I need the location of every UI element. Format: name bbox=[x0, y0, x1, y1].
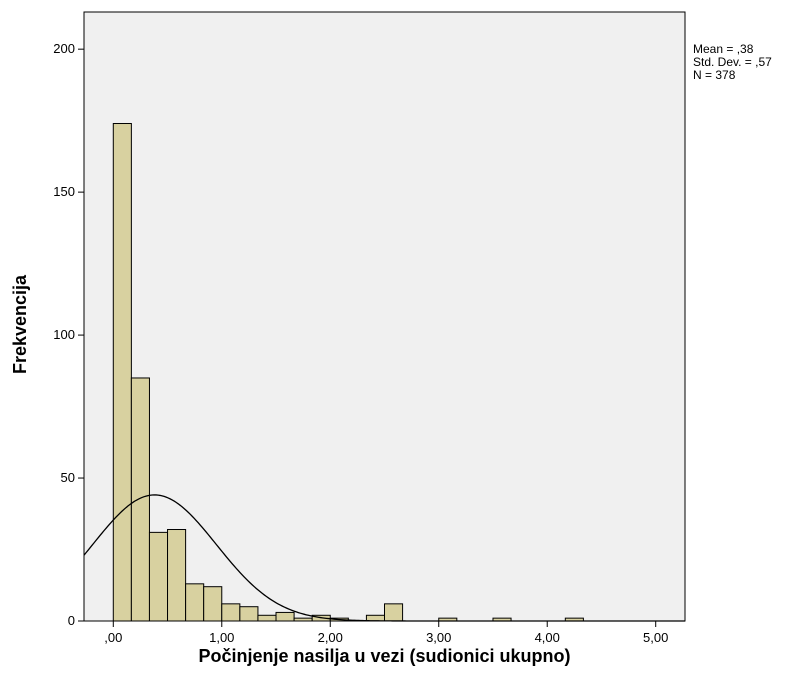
histogram-bar bbox=[185, 583, 205, 622]
y-axis: 0 50 100 150 200 bbox=[53, 41, 84, 628]
histogram-bar bbox=[275, 611, 295, 622]
y-tick-label: 200 bbox=[53, 41, 75, 56]
histogram-bar bbox=[112, 123, 132, 622]
stats-box: Mean = ,38 Std. Dev. = ,57 N = 378 bbox=[693, 43, 772, 82]
histogram-bar bbox=[257, 614, 277, 622]
histogram-bar bbox=[221, 603, 241, 622]
histogram-bar bbox=[239, 606, 259, 622]
plot-area bbox=[83, 11, 686, 622]
y-axis-title: Frekvencija bbox=[10, 274, 30, 374]
x-tick-label: ,00 bbox=[104, 630, 122, 645]
stats-mean: Mean = ,38 bbox=[693, 42, 754, 56]
x-axis-title: Počinjenje nasilja u vezi (sudionici uku… bbox=[198, 646, 570, 666]
y-tick-label: 0 bbox=[68, 613, 75, 628]
x-tick-label: 4,00 bbox=[535, 630, 560, 645]
y-tick-label: 50 bbox=[61, 470, 75, 485]
x-tick-label: 3,00 bbox=[426, 630, 451, 645]
x-tick-label: 2,00 bbox=[318, 630, 343, 645]
stats-n: N = 378 bbox=[693, 68, 736, 82]
x-tick-label: 1,00 bbox=[209, 630, 234, 645]
plot-frame bbox=[83, 11, 686, 622]
histogram-bars bbox=[112, 123, 584, 622]
stats-std-dev: Std. Dev. = ,57 bbox=[693, 55, 772, 69]
x-tick-label: 5,00 bbox=[643, 630, 668, 645]
x-axis: ,00 1,00 2,00 3,00 4,00 5,00 bbox=[104, 621, 668, 645]
histogram-bar bbox=[384, 603, 404, 622]
histogram-bar bbox=[130, 377, 150, 622]
histogram-bar bbox=[167, 529, 187, 622]
histogram-bar bbox=[203, 586, 223, 622]
y-tick-label: 150 bbox=[53, 184, 75, 199]
y-tick-label: 100 bbox=[53, 327, 75, 342]
histogram-bar bbox=[148, 531, 169, 622]
